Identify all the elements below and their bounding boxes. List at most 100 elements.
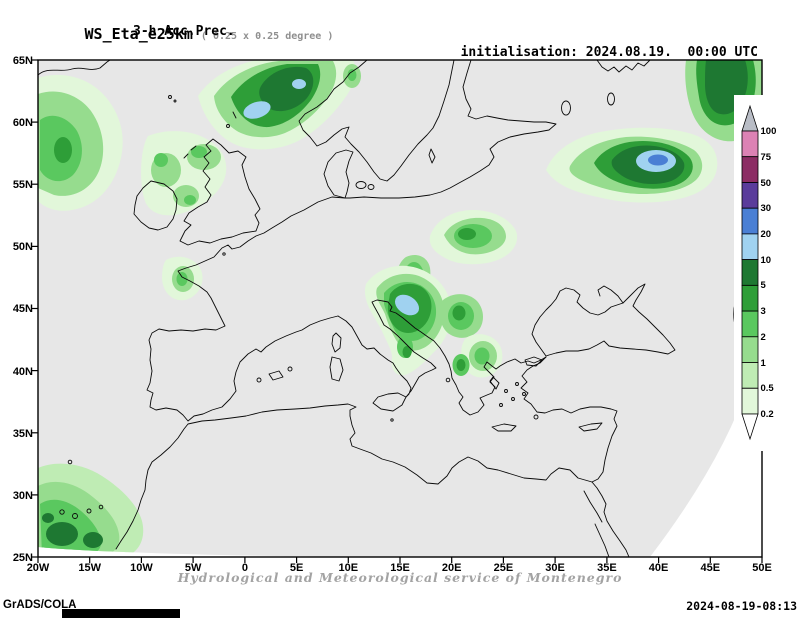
aegean-island bbox=[515, 382, 519, 386]
coast-scandinavia bbox=[298, 60, 455, 182]
shade-band bbox=[292, 79, 306, 89]
axis-ticks bbox=[32, 59, 763, 563]
precip-region-ne-atlantic bbox=[38, 74, 123, 211]
lon-label: 10W bbox=[130, 562, 153, 574]
precip-region-pannonia bbox=[439, 294, 483, 338]
island-euboea bbox=[489, 376, 500, 390]
lat-label: 35N bbox=[13, 428, 33, 440]
colorbar-label: 5 bbox=[761, 280, 767, 291]
shade-band bbox=[347, 69, 357, 81]
island-cyprus bbox=[578, 422, 603, 432]
shade-band bbox=[456, 359, 466, 371]
island-zealand bbox=[355, 181, 367, 189]
island-mallorca bbox=[268, 370, 284, 381]
shade-band bbox=[184, 195, 196, 205]
lon-label: 25E bbox=[494, 562, 514, 574]
island-sardinia bbox=[329, 356, 344, 382]
shade-band bbox=[452, 305, 466, 321]
aegean-island bbox=[499, 403, 503, 407]
lon-label: 30E bbox=[545, 562, 565, 574]
lon-label: 35E bbox=[597, 562, 617, 574]
canary-island bbox=[72, 513, 78, 519]
grid-resolution-label: ( 0.25 x 0.25 degree ) bbox=[200, 31, 334, 42]
colorbar-label: 2 bbox=[761, 332, 766, 343]
shade-band bbox=[243, 101, 271, 119]
lon-label: 10E bbox=[339, 562, 359, 574]
coast-italy bbox=[337, 299, 437, 398]
shade-band bbox=[42, 513, 54, 523]
island-gotland bbox=[428, 148, 436, 164]
island-rhodes bbox=[533, 414, 539, 420]
coast-north-africa bbox=[115, 403, 593, 550]
creation-timestamp: 2024-08-19-08:13 bbox=[686, 599, 797, 613]
precip-region-brittany bbox=[162, 256, 203, 301]
island-funen bbox=[367, 184, 375, 190]
shetland bbox=[232, 111, 237, 119]
shade-band bbox=[394, 294, 420, 316]
coast-azov bbox=[597, 285, 624, 304]
latitude-labels: 65N 60N 55N 50N 45N 40N 35N 30N 25N bbox=[13, 55, 33, 564]
coast-white-sea bbox=[596, 60, 651, 73]
colorbar-label: 3 bbox=[761, 306, 766, 317]
colorbar-label: 0.5 bbox=[761, 383, 775, 394]
colorbar-label: 0.2 bbox=[761, 409, 774, 420]
shade-band bbox=[154, 153, 168, 167]
island-corfu bbox=[445, 377, 451, 383]
model-name: WS_Eta_e25km bbox=[84, 25, 193, 43]
lat-label: 55N bbox=[13, 179, 33, 191]
colorbar-segment bbox=[741, 259, 759, 286]
coastlines bbox=[38, 60, 762, 557]
colorbar-segment bbox=[741, 387, 759, 415]
shade-band bbox=[474, 347, 490, 365]
lat-label: 40N bbox=[13, 366, 33, 378]
hebrides bbox=[183, 145, 197, 159]
coast-turkey bbox=[520, 356, 618, 483]
coast-denmark bbox=[323, 149, 354, 199]
colorbar-label: 30 bbox=[761, 203, 772, 214]
lat-label: 30N bbox=[13, 490, 33, 502]
precipitation-shading bbox=[38, 60, 762, 556]
shade-band bbox=[458, 228, 476, 240]
coast-black-sea bbox=[531, 283, 676, 357]
lake-ladoga bbox=[561, 100, 571, 116]
lon-label: 20E bbox=[442, 562, 462, 574]
lon-label: 20W bbox=[27, 562, 50, 574]
lon-label: 5E bbox=[290, 562, 303, 574]
coast-west-europe-iberia bbox=[146, 196, 346, 422]
faroe-island bbox=[173, 99, 177, 103]
colorbar-segment bbox=[741, 130, 759, 158]
precip-region-norway bbox=[198, 60, 361, 150]
precip-region-greece bbox=[452, 354, 470, 376]
colorbar-label: 1 bbox=[761, 358, 767, 369]
island-corsica bbox=[331, 332, 342, 353]
canary-island bbox=[86, 508, 92, 514]
lake-onega bbox=[607, 92, 615, 106]
colorbar-label: 50 bbox=[761, 178, 772, 189]
coast-finland-baltic bbox=[344, 60, 557, 199]
colorbar-segment bbox=[741, 182, 759, 209]
shade-band bbox=[402, 346, 412, 358]
shade-band bbox=[191, 146, 207, 158]
island-sicily bbox=[372, 392, 407, 412]
precip-region-western-russia bbox=[546, 127, 718, 203]
lon-label: 15W bbox=[78, 562, 101, 574]
header-left: WS_Eta_e25km ( 0.25 x 0.25 degree ) bbox=[46, 5, 334, 62]
shade-band bbox=[46, 522, 78, 546]
channel-island bbox=[222, 252, 226, 256]
orkney bbox=[226, 124, 230, 128]
colorbar-segment bbox=[741, 362, 759, 389]
colorbar-label: 75 bbox=[761, 152, 772, 163]
colorbar-segment bbox=[741, 207, 759, 235]
island-madeira bbox=[67, 459, 73, 465]
lat-label: 65N bbox=[13, 55, 33, 67]
canary-island bbox=[59, 509, 65, 515]
coast-red-sea-west bbox=[594, 523, 610, 557]
colorbar: 100 75 50 30 20 10 5 3 2 1 0.5 0.2 bbox=[734, 95, 790, 451]
aegean-island bbox=[522, 392, 526, 396]
precip-region-central-europe bbox=[429, 210, 518, 265]
product-title: 3-h Acc.Prec. bbox=[133, 24, 235, 39]
colorbar-labels: 100 75 50 30 20 10 5 3 2 1 0.5 0.2 bbox=[761, 126, 777, 420]
aegean-island bbox=[504, 389, 508, 393]
